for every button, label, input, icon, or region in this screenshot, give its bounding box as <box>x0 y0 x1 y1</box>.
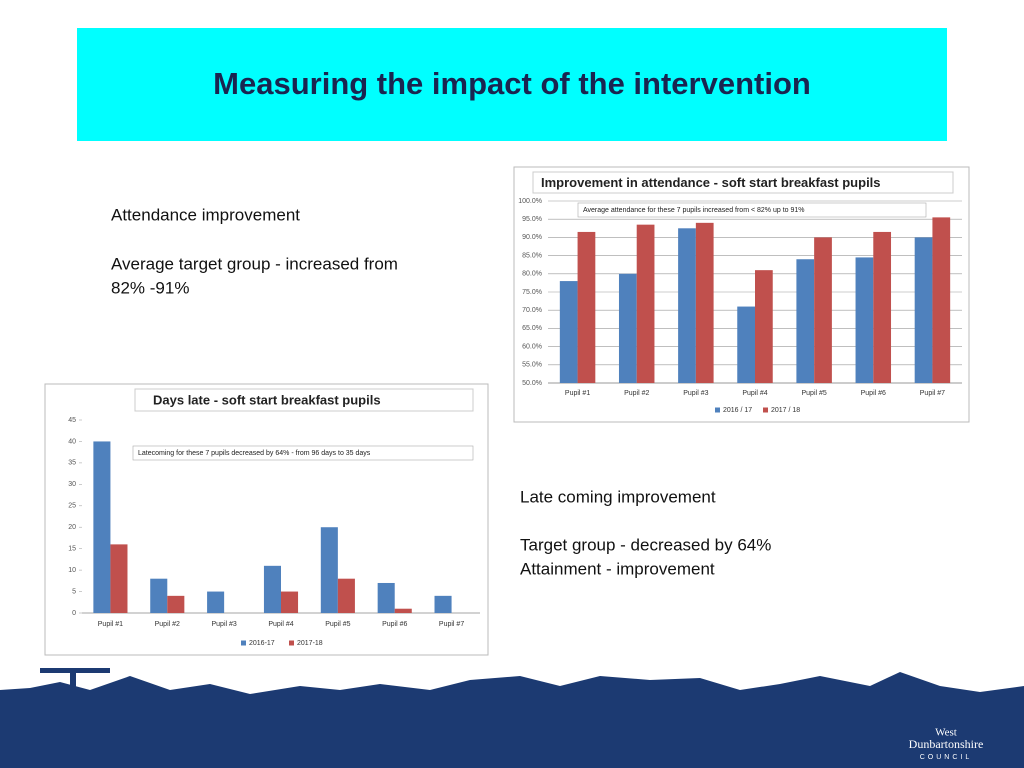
logo-text: COUNCIL <box>920 754 973 761</box>
bar <box>796 259 815 383</box>
legend-swatch <box>289 640 294 646</box>
attendance-heading: Attendance improvement <box>111 205 300 224</box>
bar <box>636 224 655 383</box>
bar <box>932 217 951 383</box>
bar <box>337 578 355 613</box>
bar <box>559 281 578 383</box>
logo-text: Dunbartonshire <box>909 737 984 751</box>
bar <box>207 591 225 613</box>
legend-label: 2016 / 17 <box>723 407 752 414</box>
x-tick-label: Pupil #5 <box>325 621 350 628</box>
bar <box>377 582 395 613</box>
y-tick-label: 0 <box>72 610 76 617</box>
y-tick-label: 50.0% <box>522 380 542 387</box>
x-tick-label: Pupil #6 <box>861 390 886 397</box>
x-tick-label: Pupil #6 <box>382 621 407 628</box>
x-tick-label: Pupil #2 <box>155 621 180 628</box>
y-tick-label: 90.0% <box>522 234 542 241</box>
y-tick-label: 75.0% <box>522 289 542 296</box>
chart-title: Improvement in attendance - soft start b… <box>541 175 881 190</box>
y-tick-label: 40 <box>68 438 76 445</box>
chart-frame <box>44 383 489 656</box>
bar <box>695 222 714 383</box>
chart-title-box <box>532 171 954 194</box>
x-tick-label: Pupil #3 <box>683 390 708 397</box>
attendance-line: 82% -91% <box>111 278 189 297</box>
legend-swatch <box>715 407 720 413</box>
legend-label: 2016-17 <box>249 640 275 647</box>
bar <box>914 237 933 383</box>
annotation: Latecoming for these 7 pupils decreased … <box>138 450 371 457</box>
bar <box>618 273 637 383</box>
chart-title: Days late - soft start breakfast pupils <box>153 392 381 407</box>
late-heading: Late coming improvement <box>520 487 716 506</box>
x-tick-label: Pupil #1 <box>98 621 123 628</box>
x-tick-label: Pupil #7 <box>439 621 464 628</box>
annotation-box <box>132 445 474 461</box>
late-line: Attainment - improvement <box>520 559 715 578</box>
y-tick-label: 95.0% <box>522 216 542 223</box>
x-tick-label: Pupil #7 <box>920 390 945 397</box>
y-tick-label: 10 <box>68 567 76 574</box>
x-tick-label: Pupil #4 <box>268 621 293 628</box>
bar <box>434 595 452 613</box>
legend-label: 2017 / 18 <box>771 407 800 414</box>
x-tick-label: Pupil #1 <box>565 390 590 397</box>
bar <box>263 565 281 613</box>
y-tick-label: 25 <box>68 503 76 510</box>
bar <box>855 257 874 383</box>
bar <box>320 527 338 613</box>
bar <box>110 544 128 613</box>
header-band <box>77 28 947 141</box>
legend-swatch <box>763 407 768 413</box>
x-tick-label: Pupil #3 <box>211 621 236 628</box>
y-tick-label: 5 <box>72 588 76 595</box>
y-tick-label: 30 <box>68 481 76 488</box>
x-tick-label: Pupil #5 <box>801 390 826 397</box>
x-tick-label: Pupil #4 <box>742 390 767 397</box>
y-tick-label: 55.0% <box>522 362 542 369</box>
logo-text: West <box>935 727 957 739</box>
y-tick-label: 80.0% <box>522 271 542 278</box>
footer-skyline <box>0 668 1024 768</box>
bar <box>755 270 773 383</box>
legend-swatch <box>241 640 246 646</box>
bar <box>577 231 596 383</box>
bar <box>150 578 168 613</box>
chart-title-box <box>134 388 474 412</box>
bar <box>167 595 185 613</box>
legend-label: 2017-18 <box>297 640 323 647</box>
bar <box>93 441 111 613</box>
y-tick-label: 85.0% <box>522 252 542 259</box>
late-line: Target group - decreased by 64% <box>520 535 771 554</box>
y-tick-label: 45 <box>68 417 76 424</box>
y-tick-label: 20 <box>68 524 76 531</box>
bar <box>394 608 412 613</box>
bar <box>281 591 299 613</box>
bar <box>873 231 892 383</box>
annotation-box <box>577 202 927 218</box>
bar <box>737 306 755 383</box>
bar <box>814 237 832 383</box>
bar <box>678 228 696 383</box>
y-tick-label: 65.0% <box>522 325 542 332</box>
y-tick-label: 35 <box>68 460 76 467</box>
slide-title: Measuring the impact of the intervention <box>213 66 811 101</box>
y-tick-label: 60.0% <box>522 343 542 350</box>
x-tick-label: Pupil #2 <box>624 390 649 397</box>
y-tick-label: 70.0% <box>522 307 542 314</box>
y-tick-label: 100.0% <box>518 198 542 205</box>
attendance-line: Average target group - increased from <box>111 254 398 273</box>
y-tick-label: 15 <box>68 546 76 553</box>
annotation: Average attendance for these 7 pupils in… <box>583 207 804 214</box>
